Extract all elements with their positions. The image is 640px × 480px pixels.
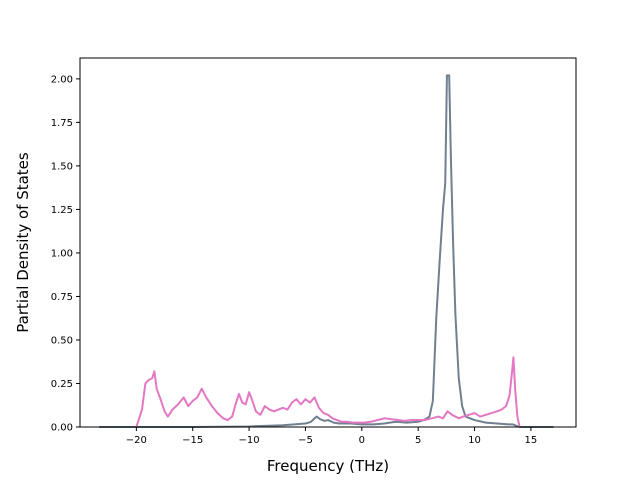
x-tick-label: 10 [468,435,481,446]
y-axis-title: Partial Density of States [14,152,32,333]
plot-frame [79,57,577,428]
x-axis-title: Frequency (THz) [267,457,389,475]
y-tick-label: 0.25 [51,379,73,390]
x-tick-label: −5 [298,435,313,446]
y-tick-label: 1.25 [51,205,73,216]
x-tick-label: 5 [415,435,421,446]
y-tick-label: 1.00 [51,248,73,259]
x-tick-label: −15 [182,435,203,446]
x-tick-label: 0 [359,435,365,446]
y-tick-label: 1.50 [51,161,73,172]
y-tick-label: 1.75 [51,118,73,129]
x-tick-label: −20 [126,435,147,446]
x-tick-label: 15 [525,435,538,446]
series-line-2 [135,356,521,428]
x-tick-label: −10 [239,435,260,446]
y-tick-label: 2.00 [51,74,73,85]
ticks-layer: −20 −15 −10 −5 0 5 10 15 0.00 0.25 0.50 0.75 1.00 1.2… [51,74,538,446]
y-tick-label: 0.00 [51,423,73,434]
y-tick-label: 0.75 [51,292,73,303]
y-tick-label: 0.50 [51,335,73,346]
series-layer [99,74,554,428]
